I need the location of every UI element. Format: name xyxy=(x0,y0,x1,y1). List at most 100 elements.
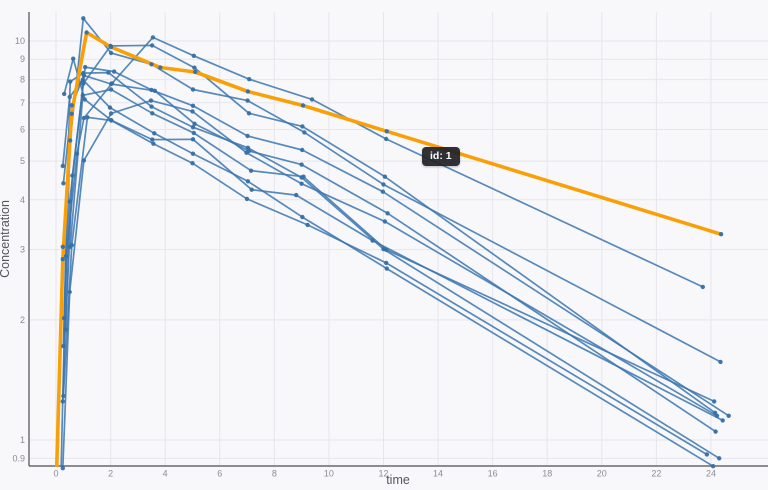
x-tick-label-2: 2 xyxy=(108,469,113,479)
data-point-id-1 xyxy=(60,257,65,262)
series-lines xyxy=(54,17,730,467)
y-axis-title: Concentration xyxy=(0,200,12,278)
data-point-id-9 xyxy=(71,56,76,61)
data-point-id-12 xyxy=(246,111,252,116)
y-tick-label-2: 2 xyxy=(20,315,25,325)
data-point-id-10 xyxy=(109,81,115,86)
data-point-id-12 xyxy=(108,43,113,49)
x-tick-label-6: 6 xyxy=(217,469,222,479)
x-tick-label-20: 20 xyxy=(597,469,607,479)
data-point-id-9 xyxy=(294,192,299,198)
data-point-id-10 xyxy=(700,284,705,290)
data-point-id-1 xyxy=(158,65,163,70)
data-point-id-4 xyxy=(380,189,386,194)
data-point-id-12 xyxy=(300,124,305,129)
axes xyxy=(28,12,768,467)
x-tick-label-16: 16 xyxy=(488,469,498,479)
data-point-id-2 xyxy=(149,104,154,109)
data-point-id-9 xyxy=(150,137,155,142)
y-tick-label-1: 1 xyxy=(20,435,25,445)
data-point-id-7 xyxy=(299,181,304,186)
data-point-id-9 xyxy=(61,91,67,97)
y-tick-label-0.9: 0.9 xyxy=(12,453,25,463)
data-point-id-7 xyxy=(190,109,195,114)
x-tick-label-18: 18 xyxy=(542,469,552,479)
data-point-id-9 xyxy=(370,238,375,243)
data-point-id-11 xyxy=(152,131,157,136)
data-point-id-4 xyxy=(83,64,88,70)
data-point-id-10 xyxy=(191,53,196,58)
data-point-id-5 xyxy=(68,138,73,143)
data-point-id-3 xyxy=(81,73,87,78)
data-point-id-6 xyxy=(384,260,389,266)
data-point-id-4 xyxy=(70,173,75,178)
data-point-id-7 xyxy=(81,158,87,163)
data-point-id-8 xyxy=(384,247,389,252)
data-point-id-5 xyxy=(381,182,386,187)
data-point-id-7 xyxy=(67,289,72,295)
x-tick-label-22: 22 xyxy=(651,469,661,479)
data-point-id-11 xyxy=(300,214,305,220)
data-point-id-2 xyxy=(61,343,66,349)
data-point-id-1 xyxy=(300,103,306,108)
data-point-id-8 xyxy=(68,244,73,249)
data-point-id-6 xyxy=(190,161,195,166)
y-tick-label-7: 7 xyxy=(20,98,25,108)
data-point-id-11 xyxy=(80,77,86,82)
data-point-id-6 xyxy=(244,196,250,202)
data-point-id-10 xyxy=(74,151,80,156)
data-point-id-8 xyxy=(712,399,717,404)
data-point-id-11 xyxy=(67,94,72,100)
y-tick-label-4: 4 xyxy=(20,195,25,205)
data-point-id-3 xyxy=(192,121,197,127)
data-point-id-11 xyxy=(384,266,389,271)
data-point-id-9 xyxy=(82,97,87,102)
data-point-id-12 xyxy=(149,43,155,48)
data-point-id-4 xyxy=(111,69,117,74)
series-line-id-8[interactable] xyxy=(61,88,716,403)
data-point-id-7 xyxy=(60,466,65,471)
y-tick-label-3: 3 xyxy=(20,245,25,255)
data-point-id-5 xyxy=(149,62,154,67)
data-point-id-12 xyxy=(192,65,197,70)
data-point-id-6 xyxy=(704,452,710,457)
data-point-id-5 xyxy=(190,87,196,92)
data-point-id-8 xyxy=(60,244,65,249)
data-point-id-8 xyxy=(191,130,196,136)
data-point-id-7 xyxy=(108,111,114,116)
y-tick-label-8: 8 xyxy=(20,75,25,85)
data-point-id-1 xyxy=(718,232,724,237)
data-point-id-4 xyxy=(300,147,305,153)
data-point-id-5 xyxy=(61,316,67,321)
data-point-id-2 xyxy=(190,125,196,130)
data-point-id-5 xyxy=(81,16,86,21)
data-point-id-4 xyxy=(245,133,250,139)
data-point-id-9 xyxy=(720,418,725,423)
series-markers xyxy=(60,16,731,471)
x-tick-label-24: 24 xyxy=(706,469,716,479)
y-tick-label-9: 9 xyxy=(20,54,25,64)
x-tick-label-4: 4 xyxy=(163,469,168,479)
data-point-id-11 xyxy=(245,179,251,184)
data-point-id-1 xyxy=(69,111,74,117)
data-point-id-7 xyxy=(244,150,249,155)
data-point-id-11 xyxy=(710,464,716,469)
data-point-id-8 xyxy=(150,111,155,116)
data-point-id-6 xyxy=(61,393,66,399)
data-point-id-12 xyxy=(382,174,388,179)
data-point-id-5 xyxy=(718,359,723,365)
data-point-id-12 xyxy=(81,81,86,86)
data-point-id-10 xyxy=(150,35,156,40)
x-tick-label-12: 12 xyxy=(378,469,388,479)
data-point-id-4 xyxy=(63,327,68,332)
x-axis-title: time xyxy=(386,473,410,487)
y-tick-label-10: 10 xyxy=(15,36,25,46)
data-point-id-9 xyxy=(249,187,254,192)
data-point-id-12 xyxy=(712,410,718,415)
series-line-id-12[interactable] xyxy=(61,44,716,414)
data-point-id-5 xyxy=(245,98,250,103)
data-point-id-10 xyxy=(63,253,69,259)
